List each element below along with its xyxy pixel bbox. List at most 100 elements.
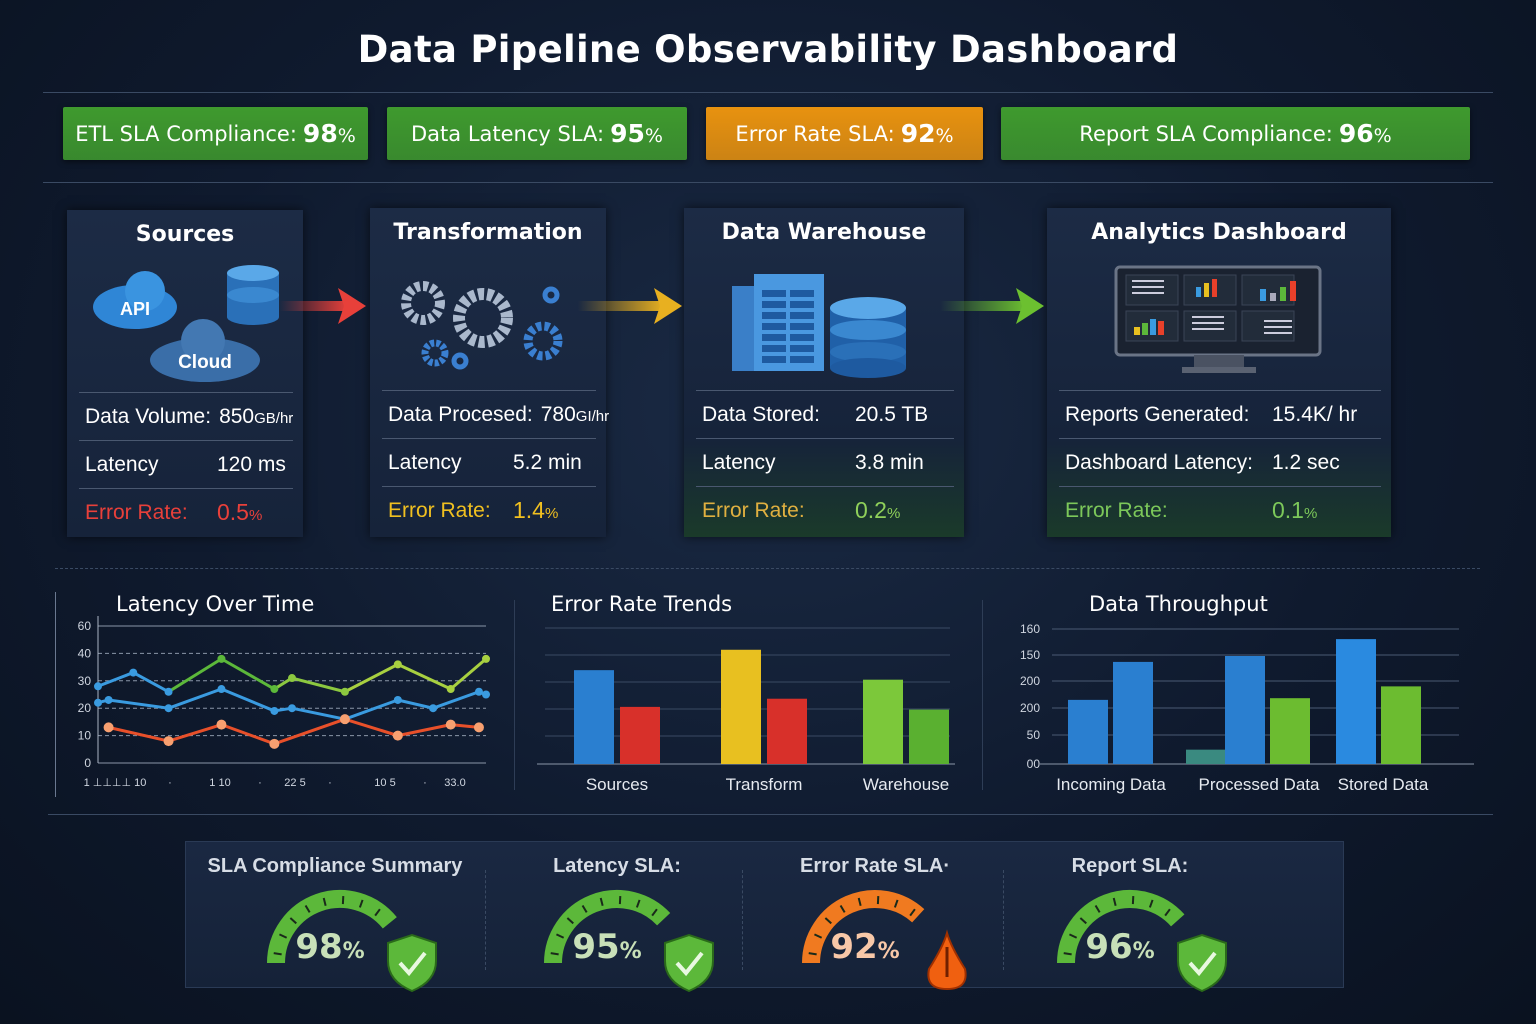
metric-value: 780GI/hr <box>541 403 609 427</box>
gauge-title: Report SLA: <box>1071 855 1189 877</box>
gauge-value: 96% <box>1060 927 1180 967</box>
metric-value: 850GB/hr <box>219 405 293 429</box>
gauge-unit: % <box>619 939 642 964</box>
stage-metric-row: Data Volume: 850GB/hr <box>79 392 293 440</box>
metric-label: Data Volume: <box>85 404 212 428</box>
bar <box>1186 749 1226 764</box>
data-point <box>473 722 484 733</box>
warehouse-icon <box>732 273 906 378</box>
metric-unit: GB/hr <box>254 409 294 427</box>
bar <box>1270 698 1310 764</box>
kpi-unit: % <box>1373 125 1392 147</box>
data-point <box>163 736 174 747</box>
check-shield-icon <box>387 933 437 993</box>
gauge-3 <box>1057 890 1227 993</box>
svg-text:Cloud: Cloud <box>178 352 232 373</box>
throughput-chart: 160 150 200 200 50 00 Incoming Data Processed D… <box>1020 622 1474 794</box>
line-segment <box>449 657 487 691</box>
metric-value: 1.2 sec <box>1272 451 1340 475</box>
metric-label: Error Rate: <box>702 498 805 522</box>
bar <box>1336 639 1376 764</box>
gauge-tick <box>1164 908 1171 917</box>
y-tick-label: 30 <box>78 674 92 688</box>
y-tick-label: 10 <box>78 729 92 743</box>
kpi-label: Data Latency SLA: <box>411 121 605 146</box>
line-segment <box>291 706 346 721</box>
stage-title: Transformation <box>393 220 583 245</box>
gauge-tick <box>824 917 832 925</box>
flow-arrow-icon <box>578 288 682 324</box>
kpi-banner: ETL SLA Compliance: 98% <box>63 107 368 160</box>
gauge-tick <box>279 933 288 939</box>
gauge-value: 98% <box>270 927 390 967</box>
metric-unit: % <box>1303 505 1318 522</box>
gauge-tick <box>550 952 559 956</box>
chart-divider <box>514 600 515 790</box>
data-point <box>94 682 102 691</box>
kpi-number: 95 <box>610 119 645 148</box>
metric-unit: GI/hr <box>575 407 610 425</box>
divider <box>43 182 1493 183</box>
data-point <box>104 695 113 704</box>
gauge-arc <box>544 890 671 964</box>
metric-number: 120 ms <box>217 452 286 476</box>
gauge-tick <box>1069 933 1078 939</box>
gauge-tick <box>273 952 282 956</box>
gauge-title: SLA Compliance Summary <box>207 855 463 877</box>
data-point <box>340 687 349 696</box>
data-point <box>217 654 226 663</box>
metric-number: 850 <box>219 404 255 428</box>
stage-metric-row: Data Stored: 20.5 TB <box>696 390 954 438</box>
kpi-value: 96% <box>1339 119 1392 148</box>
line-segment <box>273 717 346 746</box>
gauge-value: 95% <box>547 927 667 967</box>
gauge-divider <box>485 870 486 970</box>
y-tick-label: 160 <box>1020 622 1040 636</box>
stage-metric-row: Latency 3.8 min <box>696 438 954 486</box>
x-category-label: Transform <box>726 775 803 794</box>
kpi-label: Report SLA Compliance: <box>1079 121 1333 146</box>
stage-metric-row: Error Rate: 0.2% <box>696 486 954 534</box>
gears-icon <box>401 280 563 369</box>
metric-label: Error Rate: <box>85 500 188 524</box>
gauge-tick <box>566 917 574 925</box>
page-title: Data Pipeline Observability Dashboard <box>357 28 1179 71</box>
kpi-number: 98 <box>302 119 338 148</box>
x-tick-label: 1 ⊥⊥⊥⊥ 10 <box>84 777 147 789</box>
line-segment <box>432 690 480 710</box>
gauge-tick <box>358 899 364 908</box>
stage-illustration <box>1047 260 1391 385</box>
checkmark-icon <box>675 951 704 977</box>
divider <box>55 568 1480 569</box>
gauge-tick <box>909 908 916 917</box>
metric-value: 120 ms <box>217 453 286 477</box>
gauge-tick <box>857 897 862 907</box>
kpi-label: ETL SLA Compliance: <box>75 121 297 146</box>
x-tick-label: 22 5 <box>284 777 305 789</box>
line-segment <box>108 725 169 743</box>
metric-label: Reports Generated: <box>1065 402 1250 426</box>
line-segment <box>168 687 222 710</box>
data-point <box>288 674 296 683</box>
throughput-chart-title: Data Throughput <box>1089 592 1268 616</box>
gauge-tick <box>556 933 565 939</box>
kpi-unit: % <box>644 125 663 147</box>
gauge-number: 92 <box>830 927 878 967</box>
chart-border <box>55 592 56 797</box>
metric-value: 5.2 min <box>513 451 582 475</box>
stage-metric-row: Latency 5.2 min <box>382 438 596 486</box>
data-point <box>288 704 296 713</box>
stage-illustration: API Cloud <box>67 262 303 387</box>
gauge-tick <box>1148 899 1154 908</box>
metric-label: Latency <box>85 452 159 476</box>
kpi-value: 95% <box>610 119 663 148</box>
metric-number: 20.5 TB <box>855 402 929 426</box>
line-segment <box>132 671 170 694</box>
bar <box>574 670 614 764</box>
gauge-tick <box>581 905 588 913</box>
bar <box>1068 699 1108 764</box>
kpi-number: 92 <box>900 119 936 148</box>
x-category-label: Warehouse <box>863 775 949 794</box>
gauge-title: Error Rate SLA· <box>799 855 951 877</box>
x-tick-label: · <box>258 777 262 789</box>
